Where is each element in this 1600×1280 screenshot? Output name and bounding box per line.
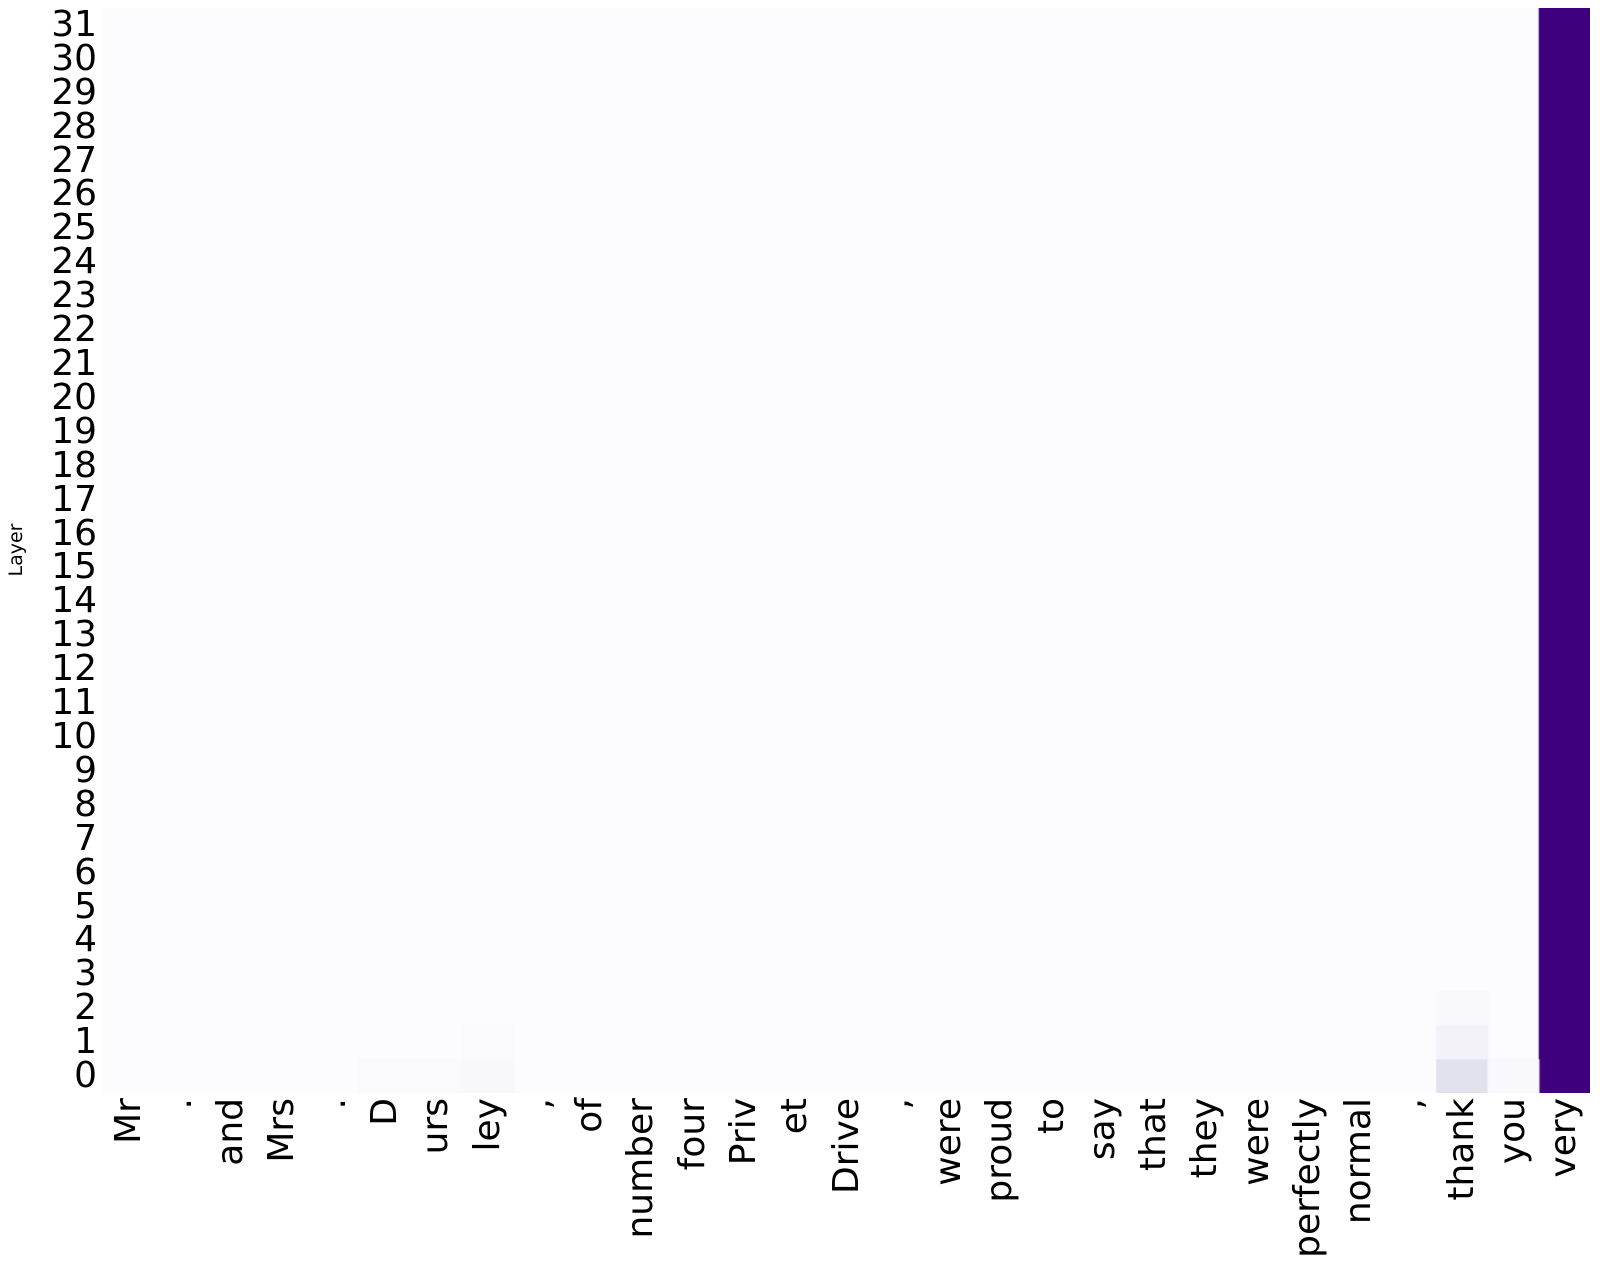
y-tick-label: 31 <box>51 3 97 45</box>
y-tick-label: 10 <box>51 715 97 757</box>
y-tick-label: 12 <box>51 648 97 690</box>
x-tick-label: . <box>312 1098 354 1110</box>
y-tick-label: 18 <box>51 444 97 486</box>
x-tick-label: that <box>1133 1098 1175 1172</box>
x-tick-label: say <box>1081 1098 1123 1161</box>
x-tick-label: Drive <box>825 1098 867 1194</box>
x-tick-label: were <box>1235 1098 1277 1186</box>
x-tick-label: . <box>158 1098 200 1110</box>
y-tick-label: 17 <box>51 478 97 520</box>
y-tick-label: 19 <box>51 410 97 452</box>
y-tick-label: 28 <box>51 105 97 147</box>
y-tick-label: 2 <box>74 987 97 1029</box>
y-tick-label: 16 <box>51 512 97 554</box>
x-tick-label: thank <box>1440 1098 1482 1201</box>
x-tick-label: you <box>1492 1098 1534 1165</box>
x-tick-label: number <box>620 1098 662 1239</box>
x-tick-label: , <box>517 1098 559 1110</box>
x-tick-label: of <box>569 1098 611 1133</box>
x-tick-label: to <box>1030 1098 1072 1135</box>
x-tick-label: , <box>1389 1098 1431 1110</box>
y-tick-label: 14 <box>51 580 97 622</box>
y-tick-label: 9 <box>74 749 97 791</box>
x-tick-label: ley <box>466 1098 508 1152</box>
y-tick-label: 29 <box>51 71 97 113</box>
y-tick-label: 22 <box>51 309 97 351</box>
x-tick-label: very <box>1543 1098 1585 1178</box>
y-tick-label: 30 <box>51 37 97 79</box>
x-tick-label: D <box>364 1098 406 1126</box>
y-tick-label: 27 <box>51 139 97 181</box>
x-tick-label: , <box>876 1098 918 1110</box>
y-tick-label: 0 <box>74 1055 97 1097</box>
x-tick-label: et <box>774 1098 816 1135</box>
y-tick-label: 13 <box>51 614 97 656</box>
x-tick-label: normal <box>1338 1098 1380 1225</box>
y-tick-label: 7 <box>74 817 97 859</box>
x-tick-label: Mrs <box>261 1098 303 1163</box>
x-tick-label: Mr <box>107 1098 149 1144</box>
y-tick-label: 24 <box>51 241 97 283</box>
y-tick-label: 25 <box>51 207 97 249</box>
x-tick-label: urs <box>415 1098 457 1155</box>
y-tick-label: 6 <box>74 851 97 893</box>
y-tick-label: 26 <box>51 173 97 215</box>
y-tick-label: 3 <box>74 953 97 995</box>
x-tick-label: were <box>928 1098 970 1186</box>
x-tick-label: proud <box>979 1098 1021 1203</box>
x-tick-label: Priv <box>722 1098 764 1166</box>
y-tick-label: 23 <box>51 275 97 317</box>
x-tick-label: they <box>1184 1098 1226 1179</box>
plot-area <box>103 8 1590 1093</box>
y-tick-label: 8 <box>74 783 97 825</box>
y-tick-label: 4 <box>74 919 97 961</box>
y-tick-label: 20 <box>51 376 97 418</box>
x-tick-label: and <box>210 1098 252 1166</box>
x-tick-label: perfectly <box>1286 1098 1328 1258</box>
y-tick-label: 15 <box>51 546 97 588</box>
y-tick-label: 5 <box>74 885 97 927</box>
x-tick-label: four <box>671 1098 713 1171</box>
heatmap <box>103 8 1590 1093</box>
y-tick-label: 11 <box>51 682 97 724</box>
y-tick-label: 21 <box>51 343 97 385</box>
y-tick-label: 1 <box>74 1021 97 1063</box>
